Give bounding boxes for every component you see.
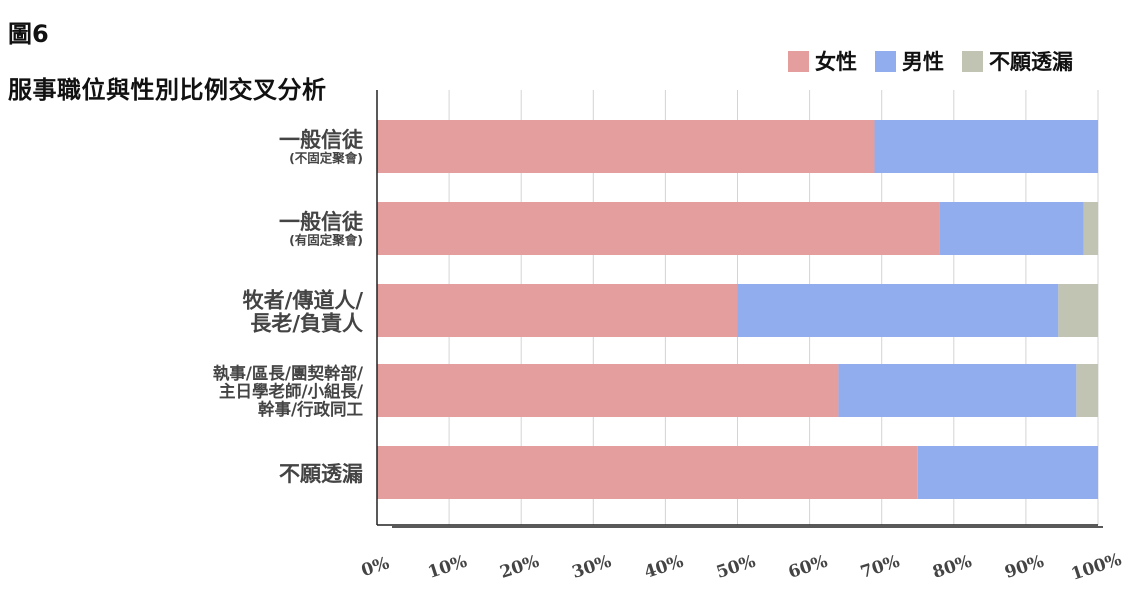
x-tick-label: 70% (858, 552, 902, 583)
legend-item-undisclosed: 不願透漏 (962, 46, 1073, 76)
bar-male (838, 364, 1077, 417)
bar-male (939, 202, 1084, 255)
x-tick-label: 60% (786, 552, 830, 583)
category-label: 不願透漏 (279, 462, 363, 486)
bar-male (737, 284, 1059, 337)
category-label: 一般信徒 (279, 128, 364, 152)
x-tick-label: 90% (1002, 552, 1046, 583)
bar-female (377, 202, 940, 255)
legend-label-female: 女性 (815, 50, 857, 74)
legend-item-female: 女性 (788, 46, 857, 76)
figure-label: 圖6 (8, 20, 49, 48)
legend-swatch-female (788, 50, 809, 72)
category-label: 幹事/行政同工 (258, 399, 363, 419)
bar-male (874, 120, 1098, 173)
legend-label-undisclosed: 不願透漏 (989, 50, 1073, 74)
x-tick-label: 100% (1069, 550, 1124, 585)
chart-title: 服事職位與性別比例交叉分析 (8, 76, 327, 104)
bar-female (377, 446, 918, 499)
x-tick-label: 50% (714, 552, 758, 583)
x-tick-label: 20% (498, 552, 542, 583)
bar-male (917, 446, 1098, 499)
legend: 女性 男性 不願透漏 (788, 46, 1073, 76)
x-tick-label: 30% (570, 552, 614, 583)
x-tick-label: 10% (426, 552, 470, 583)
category-label: (有固定聚會) (289, 232, 363, 247)
category-label: 執事/區長/團契幹部/ (213, 363, 364, 383)
legend-swatch-undisclosed (962, 50, 983, 72)
bar-female (377, 120, 875, 173)
x-tick-label: 0% (359, 553, 392, 581)
category-label: 牧者/傳道人/ (243, 289, 364, 313)
bar-undisclosed (1076, 364, 1098, 417)
bar-undisclosed (1058, 284, 1098, 337)
bar-undisclosed (1083, 202, 1098, 255)
category-label: (不固定聚會) (289, 150, 363, 165)
bar-female (377, 284, 738, 337)
legend-item-male: 男性 (875, 46, 944, 76)
category-label: 主日學老師/小組長/ (219, 381, 364, 401)
x-tick-label: 80% (930, 552, 974, 583)
category-label: 一般信徒 (279, 210, 364, 234)
x-tick-label: 40% (642, 552, 686, 583)
category-label: 長老/負責人 (250, 312, 363, 336)
legend-label-male: 男性 (902, 50, 944, 74)
legend-swatch-male (875, 50, 896, 72)
bar-female (377, 364, 839, 417)
